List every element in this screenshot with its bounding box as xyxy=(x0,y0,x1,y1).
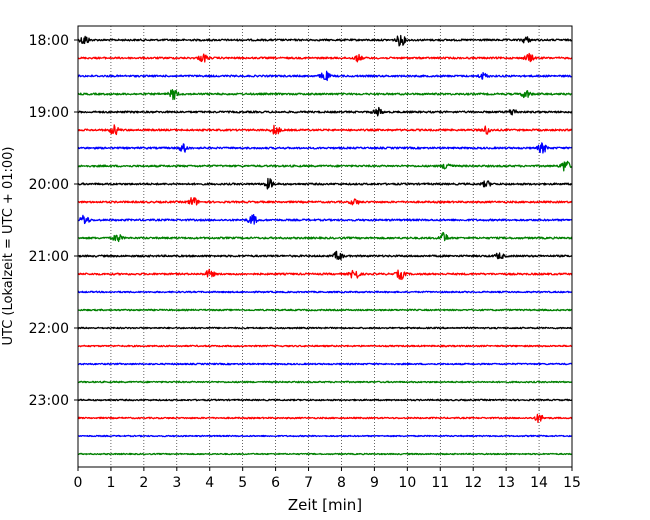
seismogram-trace xyxy=(77,106,573,117)
x-tick-label: 7 xyxy=(304,475,313,491)
x-tick-label: 8 xyxy=(337,475,346,491)
x-axis: 0 1 2 3 4 5 6 7 8 9 10 11 12 13 14 15 xyxy=(74,467,581,491)
seismogram-trace xyxy=(77,213,573,225)
plot-frame xyxy=(77,25,573,468)
y-axis-label: UTC (Lokalzeit = UTC + 01:00) xyxy=(1,147,16,346)
seismogram-trace xyxy=(77,177,573,190)
y-axis: 18:00 19:00 20:00 21:00 22:00 23:00 xyxy=(29,33,78,409)
y-tick-label: 23:00 xyxy=(29,393,69,409)
seismogram-trace xyxy=(77,89,573,101)
x-tick-label: 14 xyxy=(530,475,548,491)
x-tick-label: 15 xyxy=(563,475,581,491)
x-tick-label: 0 xyxy=(74,475,83,491)
seismogram-trace xyxy=(77,197,573,206)
seismogram-trace xyxy=(77,70,573,82)
x-tick-label: 6 xyxy=(271,475,280,491)
seismogram-trace xyxy=(77,231,573,243)
seismogram-trace xyxy=(77,142,573,154)
y-tick-label: 20:00 xyxy=(29,177,69,193)
x-tick-label: 2 xyxy=(139,475,148,491)
seismogram-trace xyxy=(77,160,573,172)
x-tick-label: 13 xyxy=(497,475,515,491)
seismogram-trace xyxy=(77,344,573,348)
seismogram-trace xyxy=(77,250,573,261)
seismogram-trace xyxy=(77,308,573,312)
x-tick-label: 1 xyxy=(106,475,115,491)
seismogram-trace xyxy=(77,380,573,384)
seismogram-trace xyxy=(77,326,573,330)
y-tick-label: 22:00 xyxy=(29,321,69,337)
seismogram-trace xyxy=(77,290,573,294)
seismogram-trace xyxy=(77,362,573,366)
y-tick-label: 19:00 xyxy=(29,105,69,121)
x-tick-label: 3 xyxy=(172,475,181,491)
x-tick-label: 10 xyxy=(398,475,416,491)
seismogram-trace xyxy=(77,268,573,281)
seismogram-trace xyxy=(77,34,573,47)
x-tick-label: 9 xyxy=(370,475,379,491)
seismogram-trace xyxy=(77,124,573,136)
x-tick-label: 12 xyxy=(464,475,482,491)
seismogram-trace xyxy=(77,398,573,402)
x-axis-label: Zeit [min] xyxy=(288,496,362,514)
x-tick-label: 5 xyxy=(238,475,247,491)
seismogram-trace xyxy=(77,434,573,438)
seismogram-trace xyxy=(77,413,573,423)
x-tick-label: 4 xyxy=(205,475,214,491)
y-tick-label: 21:00 xyxy=(29,249,69,265)
seismogram-trace xyxy=(77,52,573,63)
x-tick-label: 11 xyxy=(431,475,449,491)
seismogram-trace xyxy=(77,452,573,456)
y-tick-label: 18:00 xyxy=(29,33,69,49)
seismogram-traces xyxy=(77,34,573,456)
